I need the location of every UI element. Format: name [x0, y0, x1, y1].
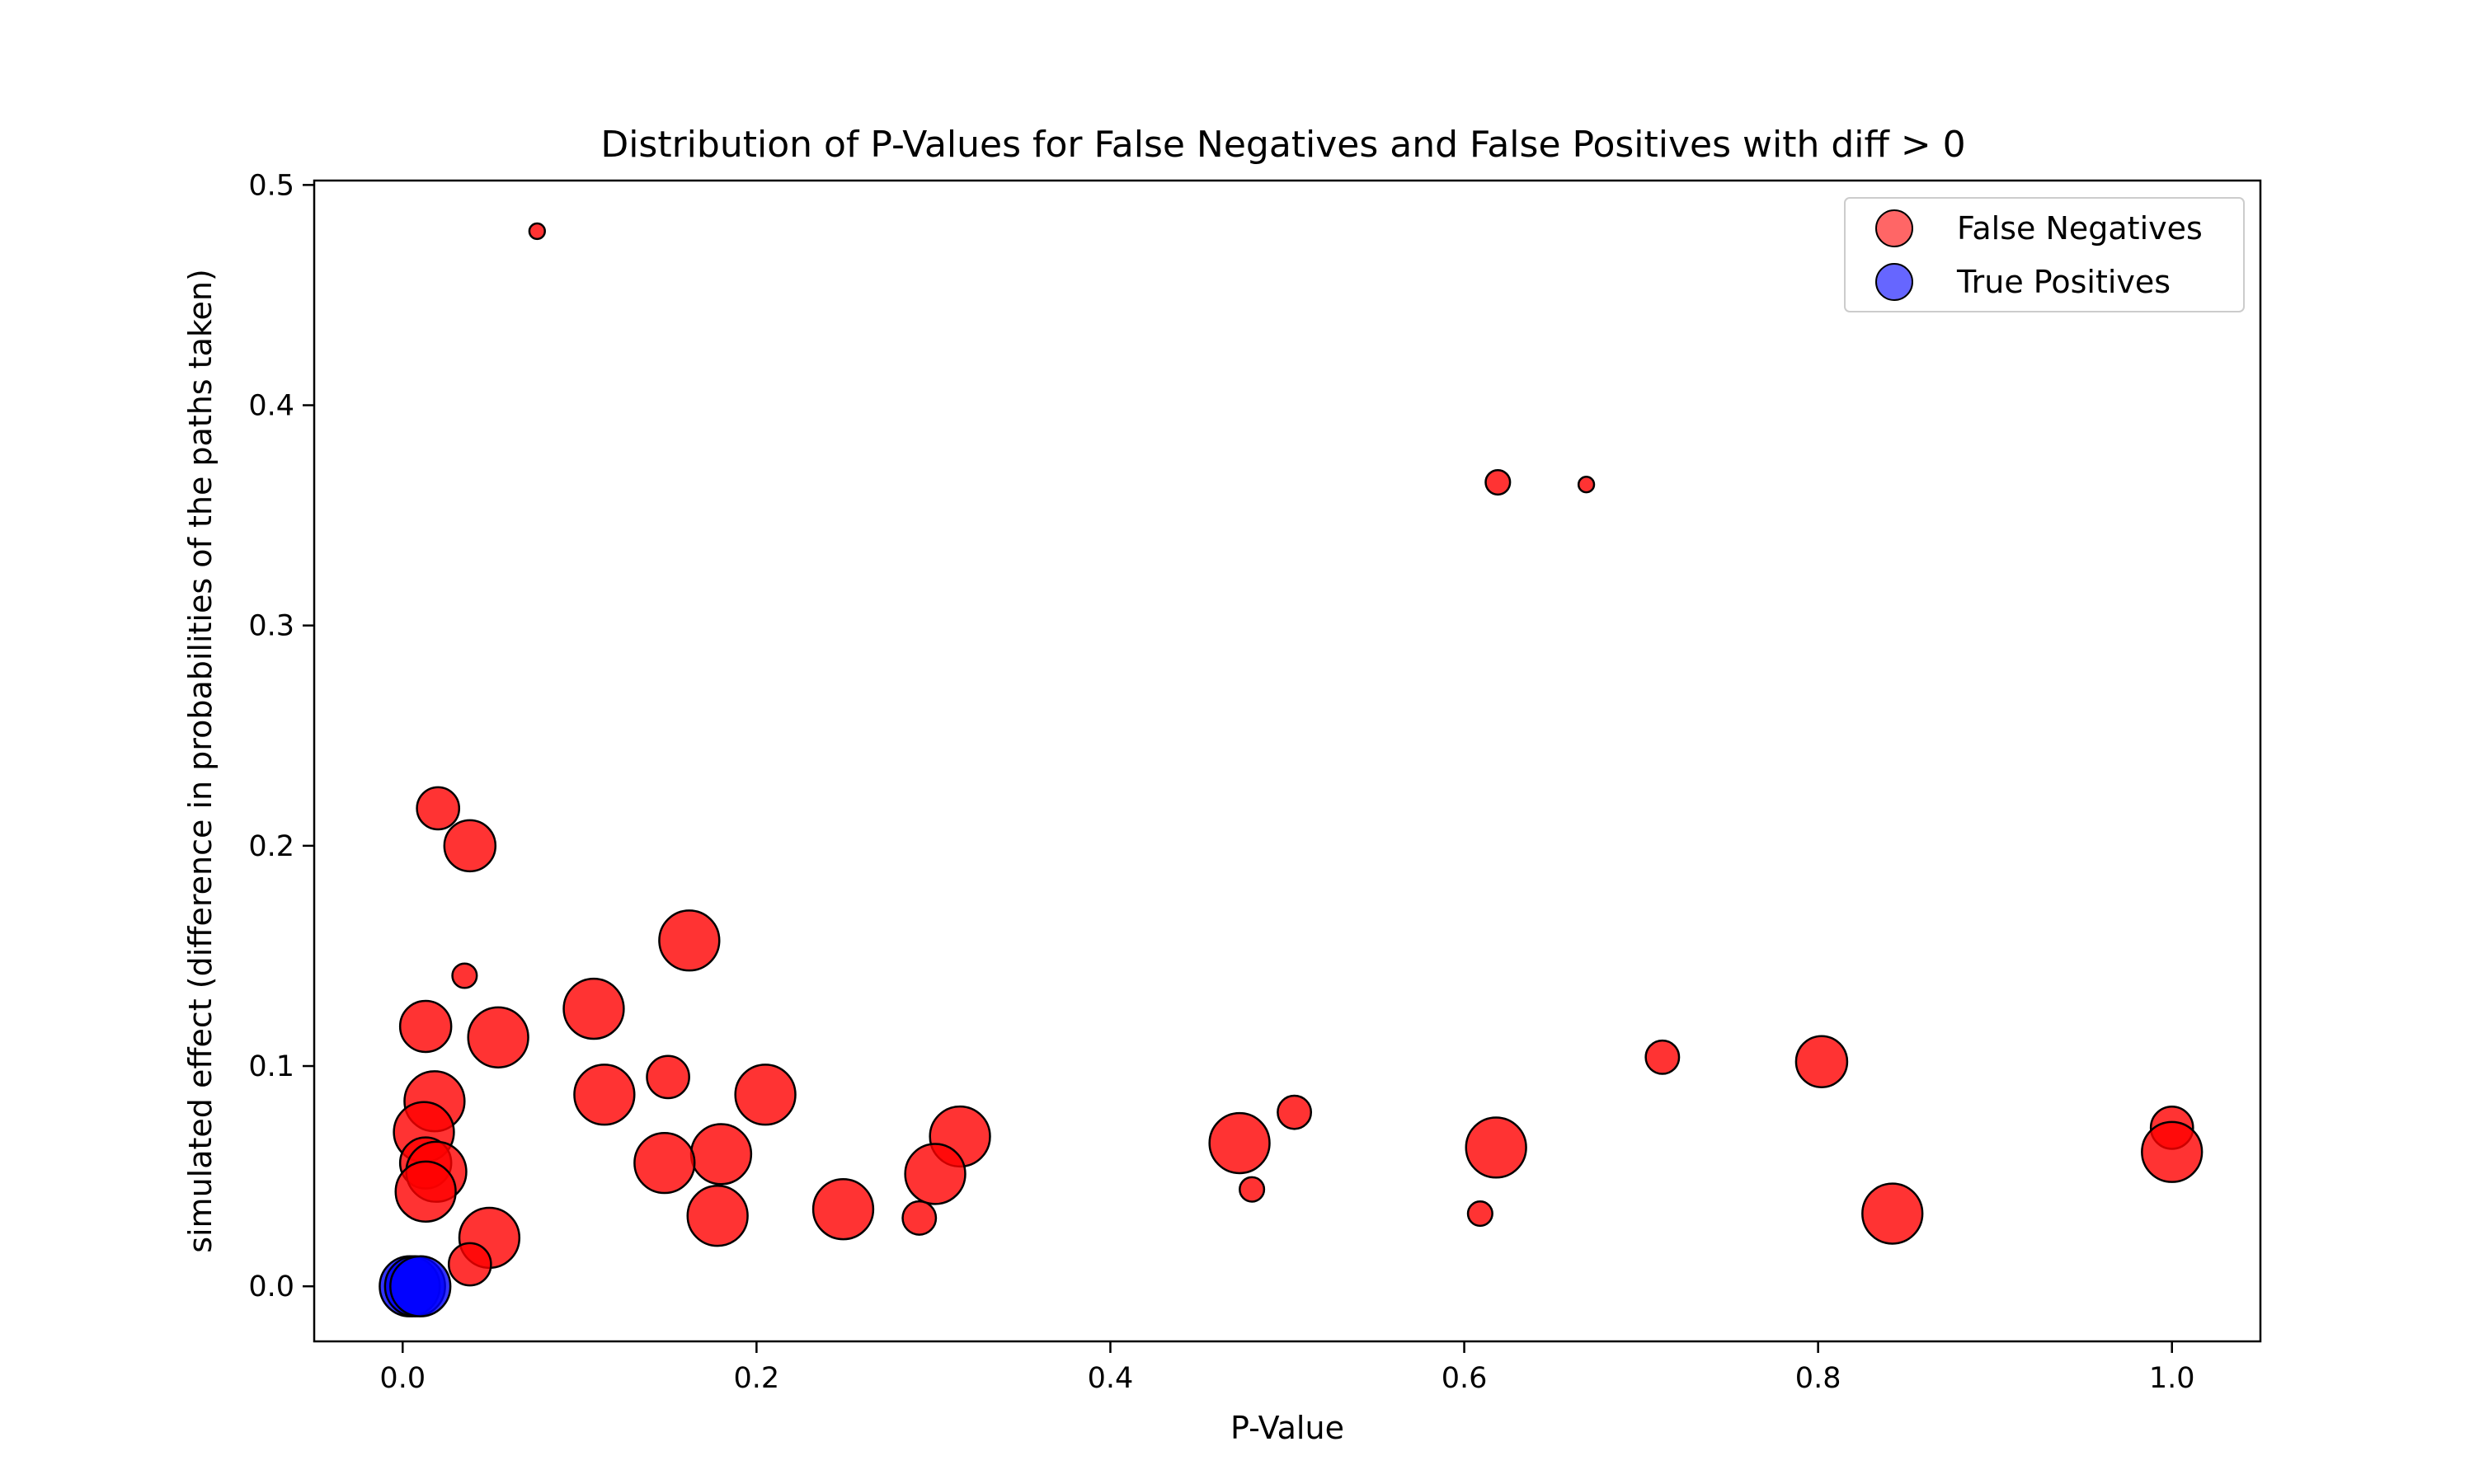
point-false-negatives [1577, 476, 1596, 494]
point-false-negatives [734, 1064, 797, 1126]
plot-border [313, 179, 2262, 1343]
point-false-negatives [1466, 1200, 1493, 1228]
x-tick-label: 0.8 [1795, 1362, 1841, 1395]
chart-title: Distribution of P-Values for False Negat… [600, 124, 1965, 166]
x-tick-label: 0.0 [379, 1362, 426, 1395]
point-false-negatives [443, 819, 497, 873]
y-axis-ticks: 0.0 0.1 0.2 0.3 0.4 0.5 [248, 169, 314, 1303]
point-false-negatives [1277, 1094, 1313, 1130]
y-tick-label: 0.5 [248, 169, 294, 202]
data-points [379, 222, 2204, 1317]
point-false-negatives [811, 1178, 875, 1241]
legend-label-false-negatives: False Negatives [1957, 210, 2203, 247]
y-tick-label: 0.4 [248, 390, 294, 423]
point-false-negatives [686, 1185, 749, 1247]
legend-label-true-positives: True Positives [1956, 264, 2171, 300]
y-tick-label: 0.0 [248, 1270, 294, 1303]
point-false-negatives [901, 1200, 938, 1236]
point-false-negatives [447, 1242, 492, 1287]
point-false-negatives [689, 1123, 753, 1186]
x-tick-label: 0.6 [1442, 1362, 1488, 1395]
y-axis-label: simulated effect (difference in probabil… [182, 269, 219, 1253]
point-false-negatives [646, 1054, 690, 1100]
plot-area [314, 181, 2260, 1341]
point-false-negatives [904, 1143, 967, 1205]
legend-marker-false-negatives [1875, 209, 1913, 247]
point-false-negatives [1794, 1035, 1849, 1088]
x-tick-label: 0.2 [734, 1362, 780, 1395]
point-false-negatives [1644, 1039, 1681, 1075]
y-tick-label: 0.2 [248, 830, 294, 863]
point-false-negatives [2141, 1120, 2204, 1183]
point-false-negatives [394, 1160, 457, 1223]
point-false-negatives [658, 909, 721, 972]
x-tick-label: 1.0 [2149, 1362, 2195, 1395]
plot-frame [314, 181, 2260, 1341]
point-false-negatives [1484, 468, 1512, 496]
legend: False Negatives True Positives [1844, 197, 2245, 312]
point-false-negatives [416, 786, 461, 831]
legend-marker-true-positives [1875, 263, 1913, 301]
point-true-positives [389, 1255, 452, 1317]
point-false-negatives [562, 977, 625, 1040]
legend-frame [1844, 197, 2245, 312]
point-false-negatives [1208, 1111, 1271, 1175]
x-tick-label: 0.4 [1088, 1362, 1134, 1395]
point-false-negatives [467, 1006, 529, 1068]
point-false-negatives [1465, 1116, 1527, 1179]
point-false-negatives [398, 999, 453, 1054]
x-axis-label: P-Value [1230, 1410, 1344, 1446]
point-false-negatives [451, 962, 478, 989]
point-false-negatives [528, 222, 546, 241]
point-false-negatives [633, 1131, 696, 1195]
y-tick-label: 0.1 [248, 1050, 294, 1083]
point-false-negatives [1861, 1182, 1924, 1245]
y-tick-label: 0.3 [248, 610, 294, 643]
point-false-negatives [1239, 1176, 1266, 1203]
point-false-negatives [573, 1064, 636, 1126]
x-axis-ticks: 0.0 0.2 0.4 0.6 0.8 1.0 [379, 1341, 2195, 1395]
